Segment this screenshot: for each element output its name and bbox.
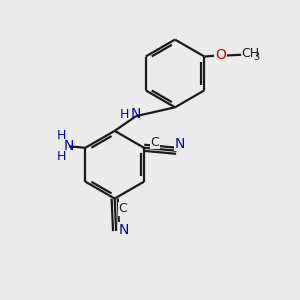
- Text: H: H: [57, 129, 67, 142]
- Text: CH: CH: [242, 47, 260, 60]
- Text: N: N: [175, 137, 185, 151]
- Text: H: H: [120, 108, 130, 121]
- Text: O: O: [215, 48, 226, 62]
- Text: C: C: [151, 136, 159, 149]
- Text: N: N: [63, 139, 74, 153]
- Text: N: N: [131, 107, 141, 121]
- Text: 3: 3: [254, 52, 260, 62]
- Text: H: H: [57, 150, 67, 163]
- Text: C: C: [118, 202, 127, 215]
- Text: N: N: [118, 223, 129, 236]
